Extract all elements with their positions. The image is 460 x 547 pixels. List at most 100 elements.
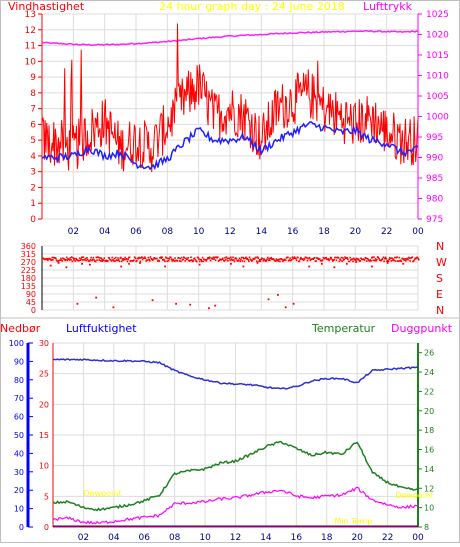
tick-label: 980 <box>426 195 443 205</box>
direction-point <box>90 256 92 259</box>
direction-point <box>312 258 314 260</box>
tick-label: 26 <box>424 349 434 358</box>
direction-point <box>230 262 232 265</box>
direction-point <box>333 258 335 261</box>
direction-point <box>177 257 180 259</box>
direction-point <box>302 258 304 260</box>
direction-point <box>282 260 284 263</box>
direction-point <box>164 260 166 263</box>
direction-point <box>393 259 395 262</box>
direction-point <box>107 260 109 262</box>
direction-point <box>409 260 411 262</box>
direction-point <box>224 257 226 259</box>
direction-point <box>200 259 202 261</box>
annotation-label: Dewpoint <box>83 489 121 498</box>
direction-point <box>300 256 302 259</box>
hour-label: 02 <box>78 533 89 543</box>
direction-point <box>345 262 348 265</box>
direction-point <box>256 256 259 258</box>
tick-label: 50 <box>14 431 24 440</box>
direction-point <box>340 256 343 259</box>
tick-label: 1020 <box>426 31 449 41</box>
direction-point <box>212 256 215 259</box>
direction-point <box>86 258 89 261</box>
direction-point <box>226 257 228 260</box>
direction-point <box>65 259 67 261</box>
direction-point <box>272 258 275 260</box>
direction-point <box>248 256 251 259</box>
direction-point <box>404 258 406 260</box>
direction-point <box>112 306 115 309</box>
direction-point <box>376 258 378 261</box>
direction-point <box>171 260 173 262</box>
direction-point <box>184 260 186 262</box>
direction-point <box>75 257 77 260</box>
direction-point <box>412 260 415 262</box>
direction-point <box>269 259 271 261</box>
direction-point <box>369 259 372 261</box>
direction-point <box>418 258 420 261</box>
tick-label: 80 <box>14 376 24 385</box>
direction-point <box>110 259 112 261</box>
direction-point <box>168 258 171 260</box>
direction-point <box>72 257 74 259</box>
direction-point <box>390 260 393 262</box>
direction-point <box>176 260 179 262</box>
direction-point <box>386 262 389 264</box>
direction-point <box>223 260 226 262</box>
direction-point <box>289 257 291 259</box>
direction-point <box>127 258 129 261</box>
direction-point <box>261 257 264 260</box>
hour-label: 12 <box>224 227 235 237</box>
direction-point <box>152 258 155 261</box>
direction-point <box>285 259 287 261</box>
direction-point <box>112 260 115 262</box>
direction-point <box>288 259 291 261</box>
direction-point <box>117 259 120 261</box>
direction-point <box>149 259 151 262</box>
direction-point <box>149 256 152 258</box>
direction-point <box>52 259 54 261</box>
hour-label: 02 <box>68 227 79 237</box>
direction-point <box>224 259 227 261</box>
direction-point <box>116 259 119 262</box>
hour-label: 00 <box>412 227 424 237</box>
direction-point <box>69 257 72 259</box>
direction-point <box>170 256 172 259</box>
wind-average-line <box>41 121 419 171</box>
direction-point <box>91 259 93 262</box>
tick-label: 100 <box>9 339 24 348</box>
tick-label: 2 <box>30 183 36 193</box>
direction-point <box>105 259 108 262</box>
direction-point <box>259 260 262 263</box>
direction-point <box>113 257 116 260</box>
direction-point <box>327 258 330 260</box>
tick-label: 1010 <box>426 72 449 82</box>
direction-point <box>139 262 141 264</box>
direction-point <box>59 259 61 261</box>
direction-point <box>183 257 186 259</box>
tick-label: 315 <box>21 250 36 259</box>
direction-point <box>206 258 208 261</box>
direction-point <box>68 259 71 261</box>
direction-point <box>240 258 242 261</box>
hour-label: 16 <box>291 533 303 543</box>
direction-point <box>202 260 205 263</box>
direction-point <box>374 258 377 260</box>
direction-point <box>339 259 342 261</box>
direction-point <box>378 257 380 260</box>
direction-point <box>245 256 247 259</box>
direction-point <box>55 257 57 260</box>
direction-point <box>278 258 280 261</box>
temperature-line <box>52 440 419 512</box>
direction-point <box>100 257 103 259</box>
direction-point <box>81 256 83 258</box>
pressure-label: Lufttrykk <box>363 0 413 13</box>
direction-point <box>298 260 301 262</box>
direction-point <box>146 259 149 261</box>
hour-label: 20 <box>350 227 362 237</box>
direction-point <box>237 260 239 262</box>
direction-point <box>292 302 295 305</box>
direction-point <box>115 256 117 259</box>
tick-label: 0 <box>44 523 49 532</box>
